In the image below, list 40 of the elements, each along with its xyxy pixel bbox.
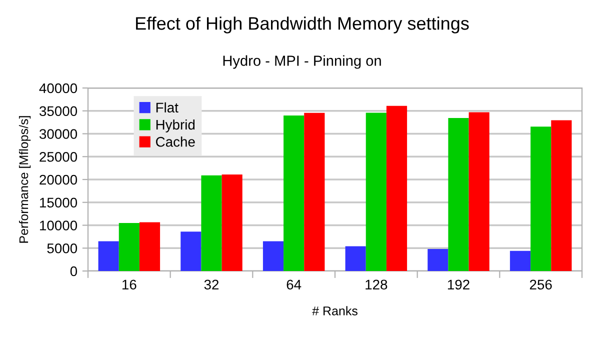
legend-label: Hybrid: [156, 119, 195, 132]
bar: [118, 222, 140, 271]
y-tick-label: 30000: [39, 129, 78, 139]
x-tick-label: 32: [204, 280, 219, 290]
bar: [468, 112, 490, 271]
bar: [284, 115, 304, 271]
bar: [386, 106, 408, 271]
x-tick-label: 64: [286, 280, 302, 290]
chart-subtitle: Hydro - MPI - Pinning on: [223, 55, 381, 69]
x-tick-label: 192: [448, 280, 470, 290]
y-tick-label: 15000: [40, 198, 78, 208]
y-tick-label: 25000: [40, 152, 78, 162]
bar: [551, 120, 572, 271]
bar: [201, 175, 222, 271]
bar: [366, 112, 386, 271]
bar: [304, 112, 325, 271]
legend-label: Cache: [156, 136, 195, 147]
y-tick-label: 40000: [39, 83, 78, 94]
y-axis-title: Performance [Mflops/s]: [18, 116, 31, 243]
bar: [428, 249, 448, 271]
y-tick-label: 5000: [47, 243, 78, 254]
bar: [345, 246, 366, 271]
legend-label: Flat: [156, 102, 178, 113]
y-tick-label: 0: [70, 266, 78, 276]
bar: [180, 232, 202, 271]
bar: [448, 118, 469, 271]
bar: [222, 174, 242, 271]
bar: [262, 241, 284, 271]
bar: [510, 250, 531, 271]
x-tick-label: 256: [530, 280, 552, 290]
y-tick-label: 35000: [39, 106, 78, 116]
y-tick-label: 20000: [40, 174, 78, 185]
x-tick-label: 16: [122, 280, 136, 290]
bar: [530, 126, 552, 271]
x-axis-title: # Ranks: [312, 306, 358, 316]
bar: [139, 222, 160, 271]
x-tick-label: 128: [366, 280, 388, 290]
chart-title: Effect of High Bandwidth Memory settings: [136, 16, 469, 34]
bar: [98, 241, 119, 271]
y-tick-label: 10000: [40, 220, 78, 230]
